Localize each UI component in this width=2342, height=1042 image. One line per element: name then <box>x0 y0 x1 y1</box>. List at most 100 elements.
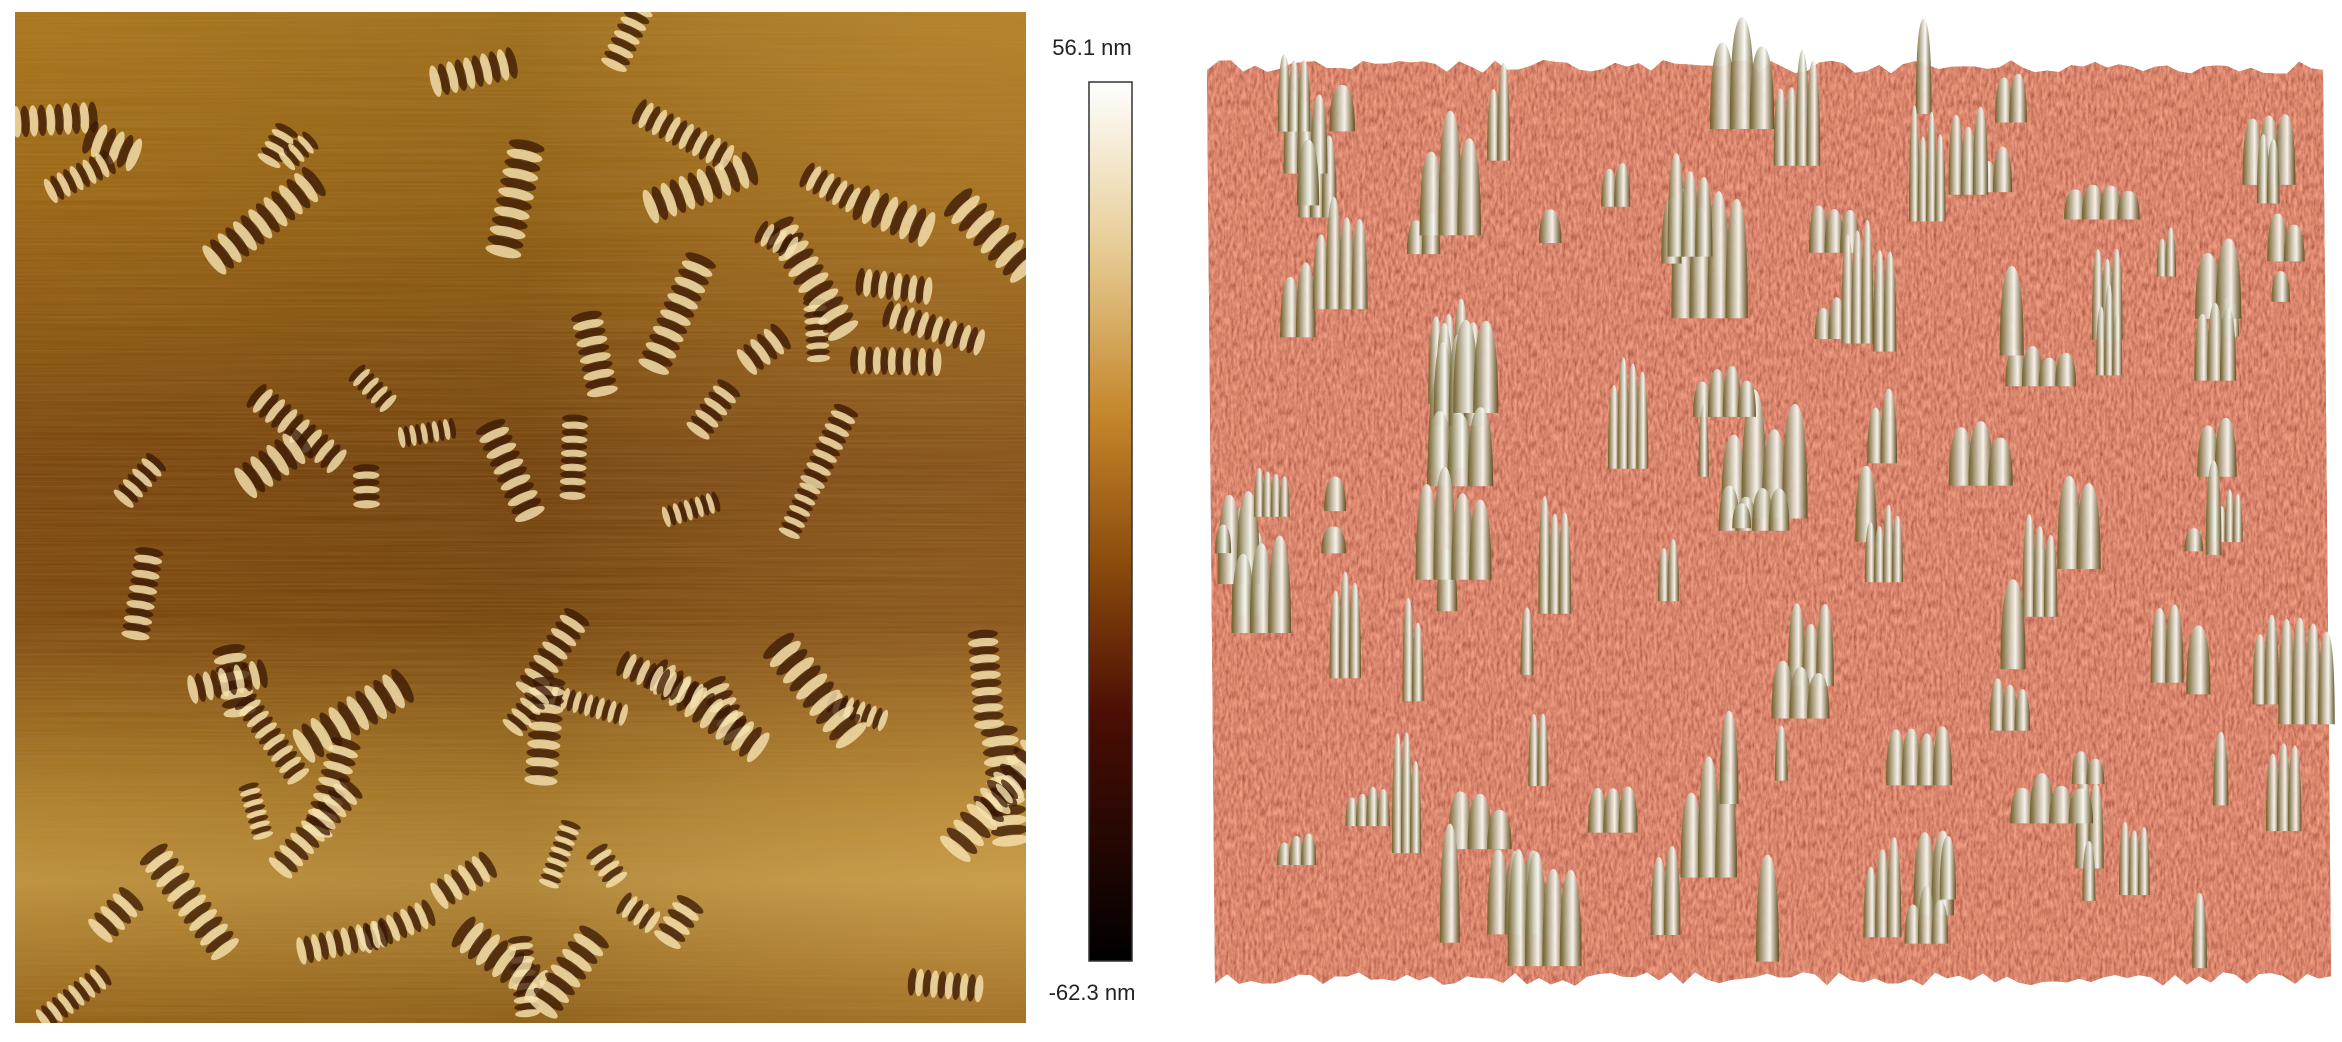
particle-stripe-light <box>969 654 1000 664</box>
particle <box>238 782 274 840</box>
particle <box>882 301 985 356</box>
particle-stripe-light <box>772 230 787 253</box>
peak <box>1391 733 1404 854</box>
peak <box>2267 213 2288 262</box>
particle-stripe-light <box>493 458 524 475</box>
peak <box>1538 496 1551 614</box>
peak <box>2068 788 2094 824</box>
particle-stripe-dark <box>852 185 871 221</box>
particle-stripe-dark <box>1000 779 1019 800</box>
particle-stripe-dark <box>70 102 81 135</box>
particle-stripe-dark <box>526 748 560 759</box>
particle-stripe-light <box>917 347 927 376</box>
particle-stripe-light <box>346 696 370 731</box>
particle-stripe-dark <box>246 384 267 408</box>
peak <box>1329 590 1342 679</box>
particle-stripe-dark <box>348 364 366 382</box>
particle-stripe-light <box>249 660 261 690</box>
particle-stripe-dark <box>333 929 344 957</box>
peak <box>1886 729 1906 786</box>
particle-stripe-light <box>528 687 550 705</box>
particle-stripe-light <box>290 832 314 854</box>
particle-stripe-light <box>788 256 819 277</box>
particle <box>139 843 239 961</box>
particle-stripe-light <box>68 985 85 1006</box>
particle-stripe-light <box>857 346 867 375</box>
particle-stripe-light <box>861 189 880 225</box>
particle-stripe-light <box>824 423 850 437</box>
peak <box>2266 753 2280 832</box>
particle <box>187 659 268 704</box>
particle-stripe-light <box>178 894 206 917</box>
particle-stripe-light <box>257 153 281 169</box>
particle-stripe-dark <box>268 135 292 150</box>
particle-stripe-dark <box>490 450 520 467</box>
particle-stripe-light <box>660 309 691 326</box>
particle-stripe-light <box>252 389 273 413</box>
particle-stripe-light <box>809 689 841 716</box>
particle <box>616 892 661 934</box>
particle-stripe-dark <box>330 737 361 751</box>
particle-stripe-light <box>558 825 579 835</box>
particle-stripe-light <box>959 324 971 352</box>
particle-stripe-light <box>923 276 933 305</box>
particle-stripe-light <box>607 44 634 59</box>
particle-stripe-dark <box>271 404 292 428</box>
particle-stripe-light <box>878 270 888 299</box>
particle-stripe-dark <box>895 347 904 376</box>
particle-stripe-dark <box>248 815 269 824</box>
particle-stripe-dark <box>261 147 285 162</box>
peak <box>2110 248 2123 340</box>
particle-stripe-dark <box>821 429 846 444</box>
particle-stripe-dark <box>283 148 300 167</box>
particle-stripe-light <box>414 902 429 930</box>
particle-stripe-light <box>819 173 835 198</box>
peak <box>2207 302 2224 381</box>
particle <box>278 131 319 171</box>
particle-stripe-dark <box>815 697 848 725</box>
particle-stripe-dark <box>545 972 575 996</box>
particle-stripe-dark <box>968 646 1000 656</box>
particle-stripe-light <box>908 274 918 303</box>
particle-stripe-light <box>696 168 714 203</box>
peak <box>1993 146 2013 193</box>
peak <box>1439 823 1460 943</box>
particle-stripe-light <box>915 968 925 997</box>
peak <box>1626 363 1639 469</box>
particle-stripe-dark <box>669 179 687 214</box>
particle-stripe-dark <box>525 766 559 777</box>
particle-stripe-dark <box>639 907 655 930</box>
peak <box>1926 111 1937 222</box>
peak <box>1695 177 1713 257</box>
particle-stripe-dark <box>238 782 259 792</box>
particle <box>15 101 98 138</box>
peak <box>1473 320 1499 413</box>
particle <box>661 491 721 528</box>
particle-stripe-light <box>15 106 22 138</box>
particle-stripe-light <box>132 468 153 487</box>
peak <box>1312 234 1329 310</box>
peak <box>1816 603 1834 687</box>
particle-stripe-dark <box>712 141 728 167</box>
particle <box>451 916 549 1001</box>
particle <box>654 895 704 950</box>
particle-stripe-light <box>686 421 710 440</box>
particle-stripe-dark <box>478 851 497 878</box>
particle-stripe-dark <box>645 106 661 132</box>
peak <box>1667 153 1685 257</box>
particle-stripe-dark <box>352 464 380 473</box>
particle-stripe-dark <box>295 826 320 848</box>
particle-stripe-dark <box>491 216 528 230</box>
particle-stripe-light <box>382 674 405 709</box>
particle-stripe-light <box>492 946 517 978</box>
particle-stripe-light <box>663 671 677 698</box>
peak <box>1681 171 1699 257</box>
particle-stripe-dark <box>94 912 119 937</box>
particle-stripe-dark <box>241 662 253 692</box>
particle-stripe-light <box>699 698 723 729</box>
particle-stripe-dark <box>500 952 525 984</box>
particle-stripe-dark <box>803 468 828 483</box>
particle-stripe-dark <box>872 707 883 730</box>
peak <box>2086 758 2105 785</box>
